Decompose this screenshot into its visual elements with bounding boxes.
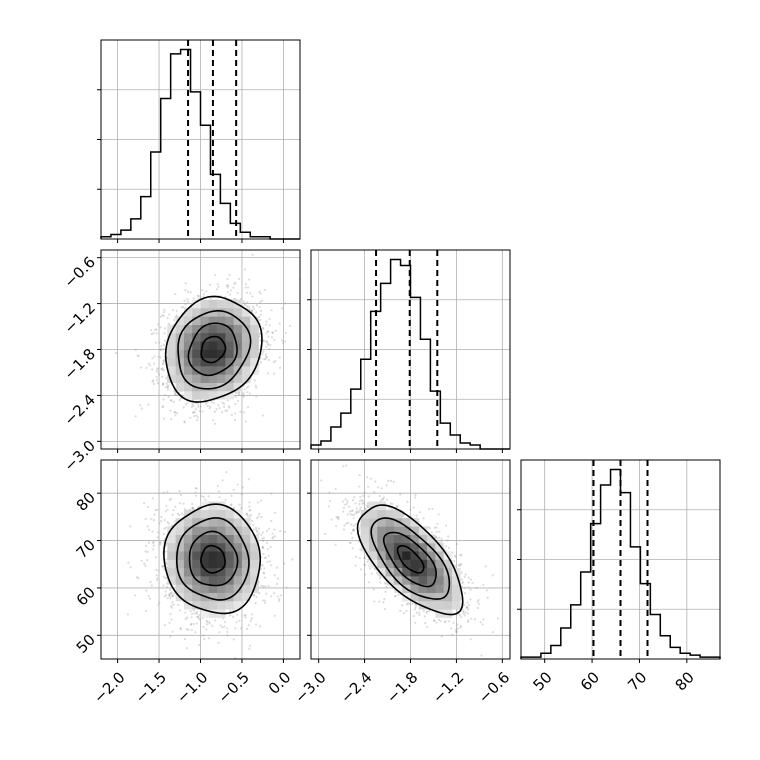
histogram-bin [361, 359, 371, 449]
histogram-bin [240, 232, 250, 239]
histogram-bin [670, 647, 680, 659]
x-tick-label: −0.5 [214, 668, 252, 706]
histogram-bin [131, 219, 141, 239]
axes-frame [100, 459, 301, 660]
histogram-bin [561, 628, 571, 659]
contour-line [188, 530, 239, 587]
x-tick-label: 50 [529, 668, 555, 694]
histogram-bin [381, 283, 391, 449]
histogram-bin [591, 524, 601, 659]
histogram-bin [331, 427, 341, 449]
y-tick-label: −1.2 [61, 299, 99, 337]
x-tick-label: 70 [624, 668, 650, 694]
histogram-bin [551, 645, 561, 659]
histogram-bin [220, 203, 230, 239]
x-tick-label: −1.5 [132, 668, 170, 706]
histogram-bin [411, 297, 421, 449]
contour-line [175, 517, 250, 601]
histogram-bin [621, 493, 631, 659]
y-tick-label: 60 [73, 583, 99, 609]
scatter-panel-0-1 [97, 249, 301, 453]
y-tick-label: 70 [73, 536, 99, 562]
x-tick-label: −3.0 [291, 668, 329, 706]
histogram-bin [321, 441, 331, 449]
histogram-bin [581, 572, 591, 659]
contour-line [382, 531, 437, 588]
histogram-bin [571, 605, 581, 659]
contour-line [200, 544, 226, 574]
contour-line [396, 545, 425, 574]
histogram-panel-0 [97, 39, 301, 243]
y-tick-label: 80 [73, 488, 99, 514]
histogram-bin [460, 443, 470, 449]
scatter-panel-0-2 [97, 459, 301, 663]
histogram-bin [420, 339, 430, 449]
contour-line [187, 322, 238, 377]
histogram-bin [660, 636, 670, 659]
x-tick-label: −1.2 [429, 668, 467, 706]
axes-frame [310, 249, 511, 450]
histogram-bin [351, 389, 361, 449]
y-tick-label: 50 [73, 631, 99, 657]
axes-frame [100, 39, 301, 240]
histogram-bin [650, 615, 660, 659]
axes-frame [310, 459, 511, 660]
histogram-bin [440, 423, 450, 449]
x-tick-label: −1.8 [383, 668, 421, 706]
histogram-bin [430, 391, 440, 449]
y-tick-label: −1.8 [61, 345, 99, 383]
histogram-bin [630, 547, 640, 659]
histogram-step [100, 48, 300, 240]
y-tick-label: −0.6 [61, 253, 99, 291]
contour-line [164, 295, 263, 403]
contour-line [163, 503, 262, 615]
histogram-panel-1 [307, 249, 511, 453]
contour-line [200, 335, 227, 364]
x-tick-label: −1.0 [173, 668, 211, 706]
histogram-bin [541, 653, 551, 659]
scatter-panel-1-2 [307, 459, 511, 663]
histogram-bin [151, 152, 161, 239]
histogram-bin [611, 469, 621, 659]
histogram-bin [391, 259, 401, 449]
contour-line [356, 504, 464, 616]
histogram-bin [171, 54, 181, 239]
x-tick-label: 60 [577, 668, 603, 694]
histogram-bin [450, 435, 460, 449]
x-tick-label: −2.0 [90, 668, 128, 706]
histogram-bin [161, 99, 171, 239]
histogram-bin [601, 485, 611, 659]
histogram-panel-2 [517, 459, 721, 663]
histogram-bin [121, 230, 131, 239]
density-cells [167, 299, 259, 400]
histogram-bin [640, 584, 650, 659]
y-tick-label: −2.4 [61, 391, 99, 429]
histogram-bin [191, 92, 201, 239]
axes-frame [520, 459, 721, 660]
histogram-bin [141, 197, 151, 239]
x-tick-label: 80 [672, 668, 698, 694]
contour-line [177, 309, 252, 390]
axes-frame [100, 249, 301, 450]
histogram-step [310, 258, 510, 450]
y-tick-label: −3.0 [61, 437, 99, 475]
x-tick-label: −0.6 [475, 668, 513, 706]
histogram-bin [680, 653, 690, 659]
x-tick-label: −2.4 [337, 668, 375, 706]
x-tick-label: 0.0 [265, 668, 295, 698]
histogram-bin [201, 125, 211, 239]
contour-line [370, 517, 451, 600]
histogram-bin [341, 413, 351, 449]
